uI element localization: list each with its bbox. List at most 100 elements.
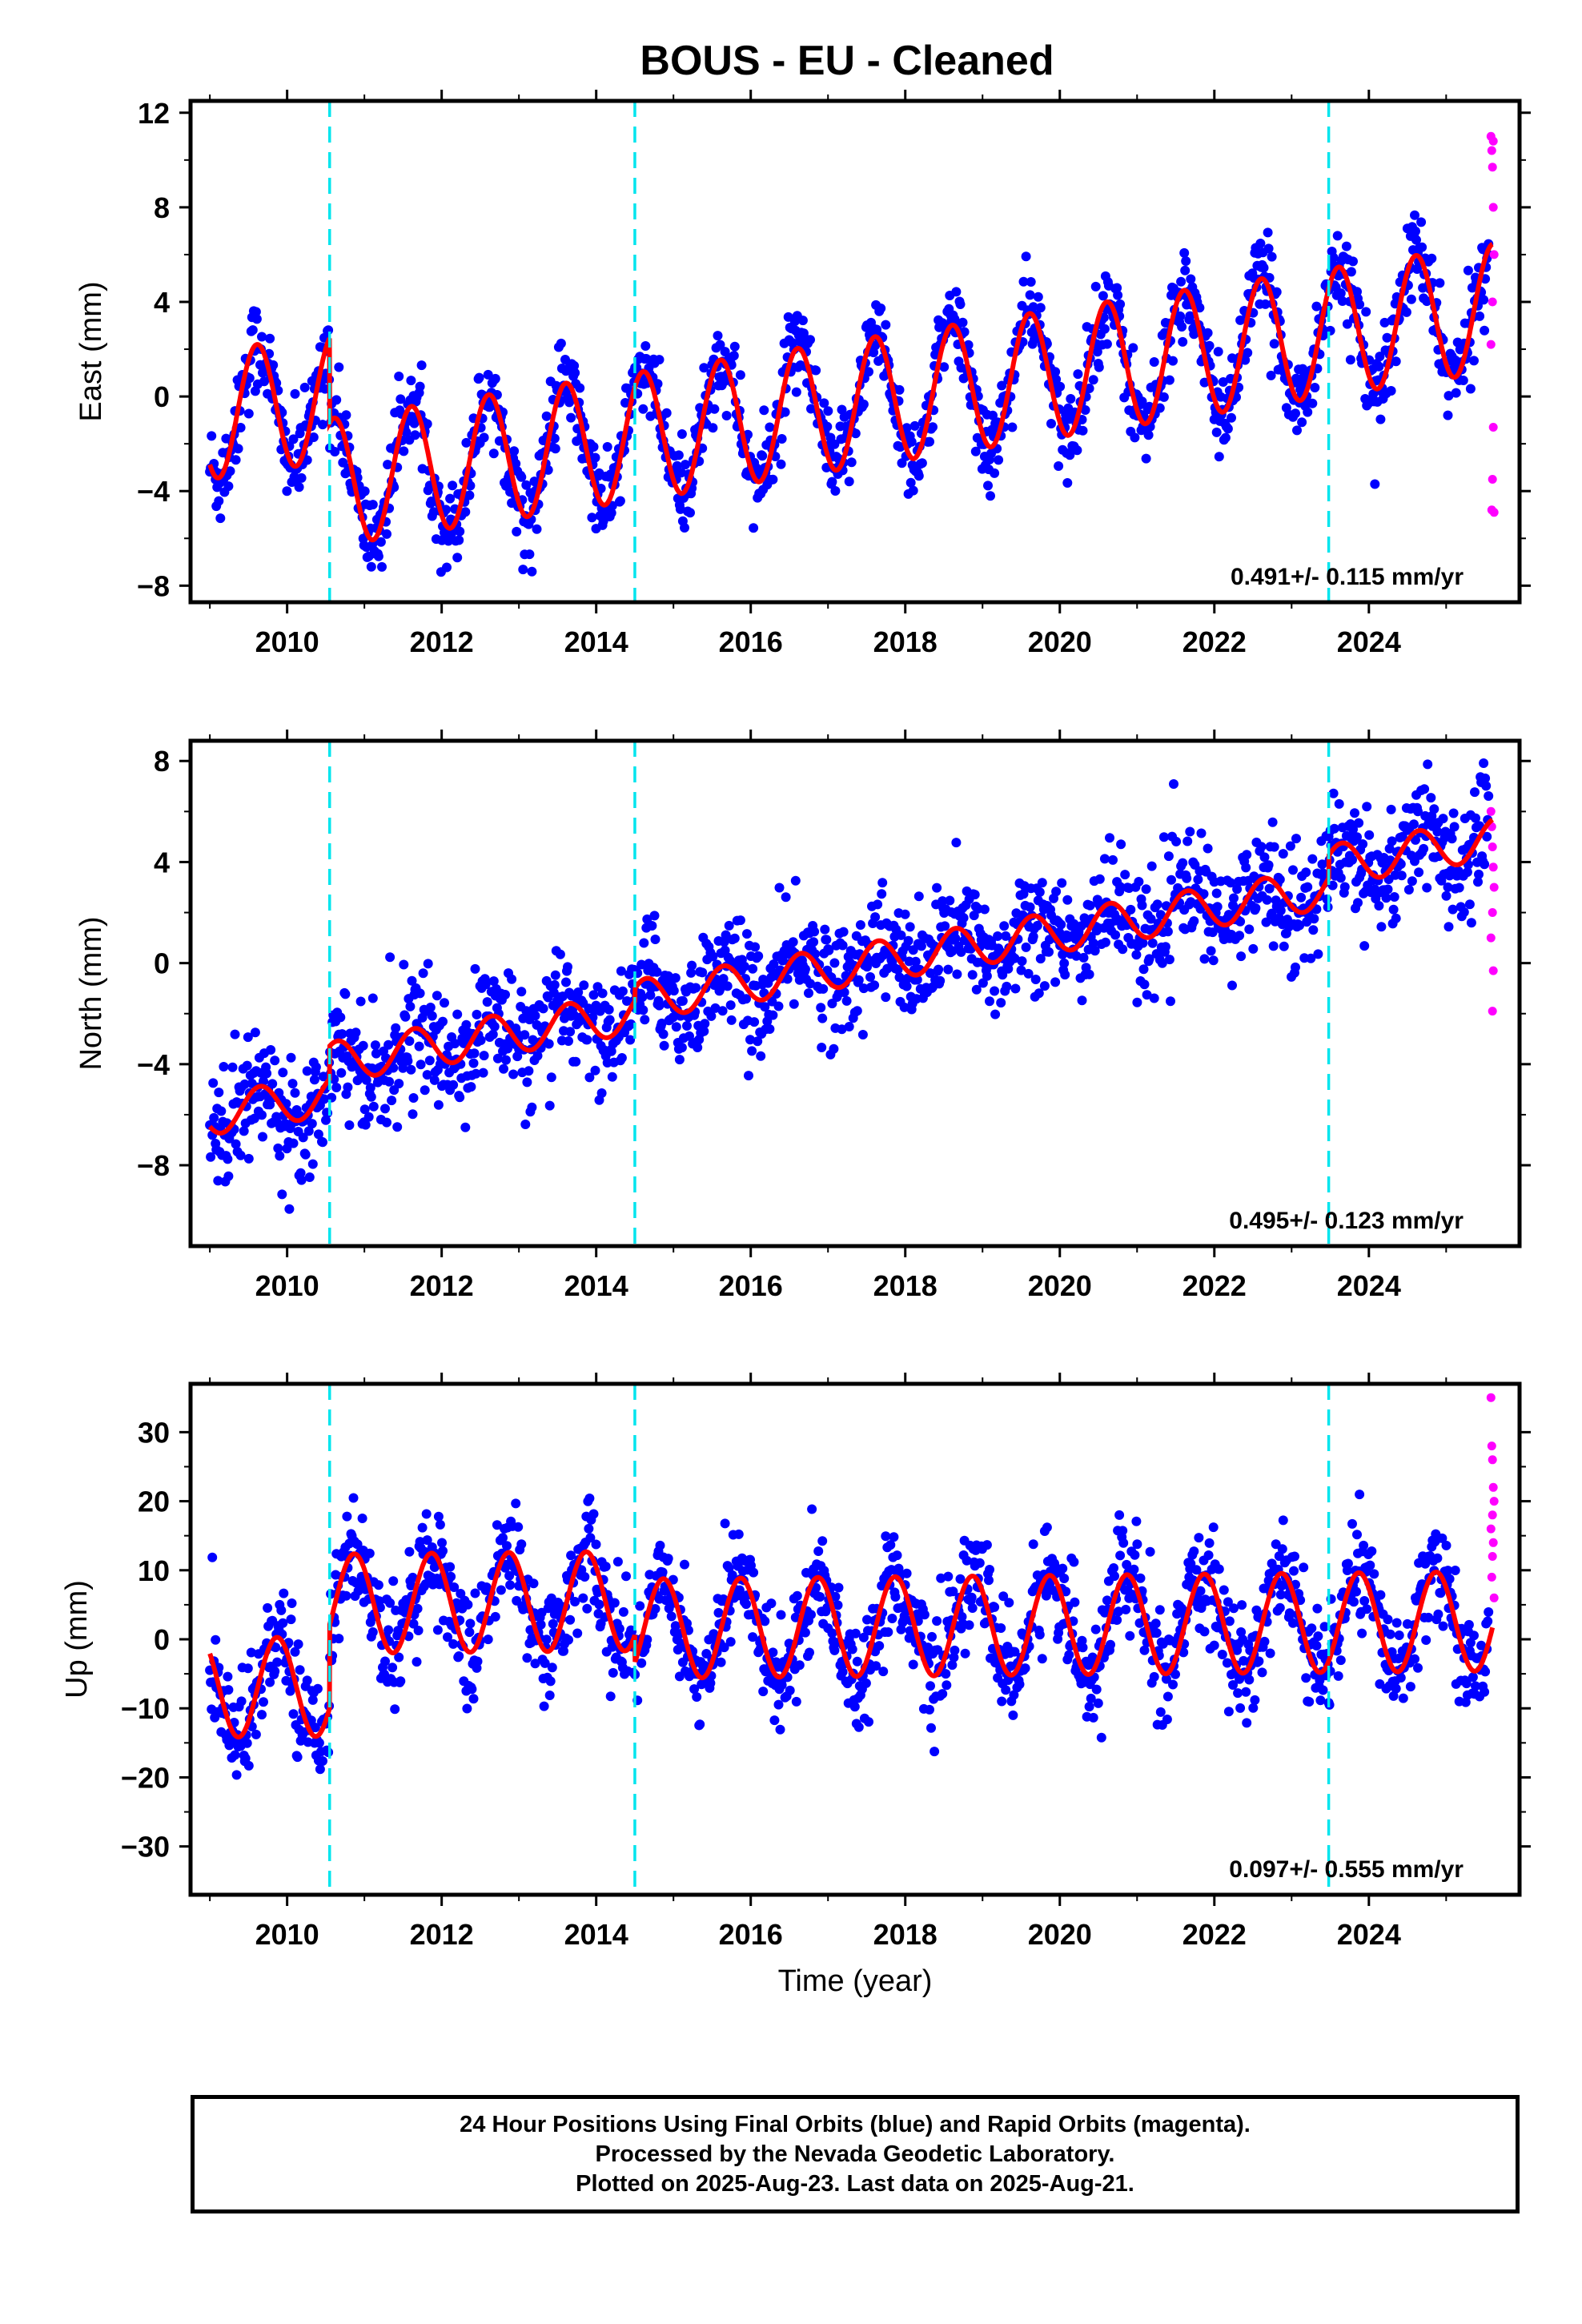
data-point-final — [311, 1062, 321, 1072]
data-point-final — [1389, 892, 1399, 902]
data-point-final — [1130, 432, 1140, 443]
data-point-final — [1132, 1539, 1142, 1550]
data-point-final — [377, 561, 387, 572]
data-point-final — [304, 1172, 315, 1182]
data-point-final — [913, 471, 924, 481]
x-tick-label: 2024 — [1337, 1269, 1401, 1302]
data-point-final — [468, 1058, 479, 1068]
data-point-final — [575, 383, 585, 393]
data-point-final — [236, 1696, 247, 1707]
data-point-final — [870, 912, 881, 923]
data-point-final — [267, 1079, 278, 1089]
data-point-final — [1427, 253, 1437, 263]
data-point-final — [1370, 479, 1380, 489]
data-point-final — [472, 1656, 483, 1667]
data-point-final — [521, 480, 532, 490]
data-point-final — [850, 428, 861, 439]
data-point-final — [480, 979, 491, 990]
data-point-final — [1438, 1621, 1448, 1631]
data-point-final — [1382, 332, 1392, 343]
data-point-final — [893, 964, 903, 975]
data-point-final — [616, 966, 626, 976]
data-point-final — [741, 994, 751, 1004]
data-point-final — [1481, 781, 1492, 791]
data-point-final — [343, 1082, 353, 1092]
data-point-final — [774, 883, 785, 893]
data-point-final — [358, 1040, 368, 1051]
data-point-final — [524, 1066, 534, 1076]
data-point-final — [1303, 882, 1313, 892]
data-point-final — [1332, 231, 1343, 241]
data-point-final — [1105, 833, 1114, 843]
data-point-final — [501, 1055, 511, 1065]
data-point-final — [1131, 950, 1142, 960]
data-point-final — [1416, 217, 1427, 227]
data-point-final — [250, 1027, 260, 1038]
data-point-final — [932, 883, 942, 893]
data-point-final — [1090, 946, 1100, 956]
data-point-final — [214, 1088, 224, 1098]
data-point-rapid — [1488, 842, 1497, 851]
data-point-final — [545, 1676, 556, 1687]
data-point-final — [932, 1616, 942, 1626]
data-point-final — [464, 490, 475, 501]
data-point-final — [414, 1041, 424, 1051]
data-point-final — [1154, 403, 1165, 413]
data-point-final — [367, 993, 378, 1003]
data-point-final — [483, 1634, 493, 1645]
data-point-final — [659, 1040, 669, 1051]
data-point-final — [1108, 854, 1118, 865]
data-point-final — [570, 1597, 580, 1606]
data-point-final — [706, 1011, 717, 1021]
data-point-final — [889, 1532, 899, 1542]
data-point-final — [1042, 1522, 1052, 1533]
data-point-final — [1050, 977, 1061, 987]
data-point-final — [327, 1092, 337, 1103]
data-point-final — [1070, 1597, 1080, 1607]
data-point-final — [820, 924, 830, 935]
data-point-final — [527, 566, 537, 577]
data-point-final — [775, 1724, 785, 1735]
data-point-final — [1449, 822, 1460, 832]
data-point-rapid — [1486, 1393, 1496, 1402]
data-point-final — [1204, 340, 1215, 351]
data-point-final — [315, 1764, 325, 1775]
data-point-final — [1129, 1564, 1139, 1574]
data-point-final — [570, 368, 580, 378]
data-point-final — [1353, 898, 1363, 908]
data-point-final — [654, 355, 665, 365]
data-point-final — [1044, 947, 1054, 957]
data-point-final — [669, 986, 679, 996]
data-point-final — [366, 561, 376, 572]
data-point-final — [1325, 325, 1335, 336]
data-point-final — [1311, 1641, 1322, 1651]
data-point-final — [663, 971, 673, 981]
data-point-final — [1383, 884, 1393, 895]
data-point-final — [1312, 1603, 1323, 1614]
y-tick-label: −4 — [137, 1048, 170, 1081]
data-point-final — [580, 1572, 590, 1582]
data-point-final — [1277, 1544, 1287, 1554]
data-point-final — [685, 508, 695, 518]
data-point-final — [805, 1647, 814, 1658]
data-point-final — [1130, 1550, 1140, 1560]
data-point-final — [805, 335, 815, 345]
data-point-final — [541, 1634, 552, 1645]
data-point-final — [223, 1154, 233, 1164]
data-point-final — [1379, 317, 1390, 328]
data-point-final — [1152, 899, 1162, 910]
data-point-final — [1369, 1569, 1379, 1579]
data-point-final — [858, 399, 869, 409]
data-point-final — [869, 980, 880, 991]
data-point-final — [837, 1024, 847, 1035]
data-point-final — [1451, 388, 1461, 398]
data-point-final — [606, 508, 616, 518]
data-point-final — [1189, 916, 1199, 927]
data-point-final — [452, 1009, 463, 1019]
data-point-final — [582, 1603, 592, 1614]
data-point-final — [287, 1598, 297, 1608]
data-point-final — [1388, 904, 1399, 915]
x-tick-label: 2014 — [564, 1269, 628, 1302]
data-point-final — [295, 1168, 306, 1178]
data-point-final — [963, 340, 974, 350]
